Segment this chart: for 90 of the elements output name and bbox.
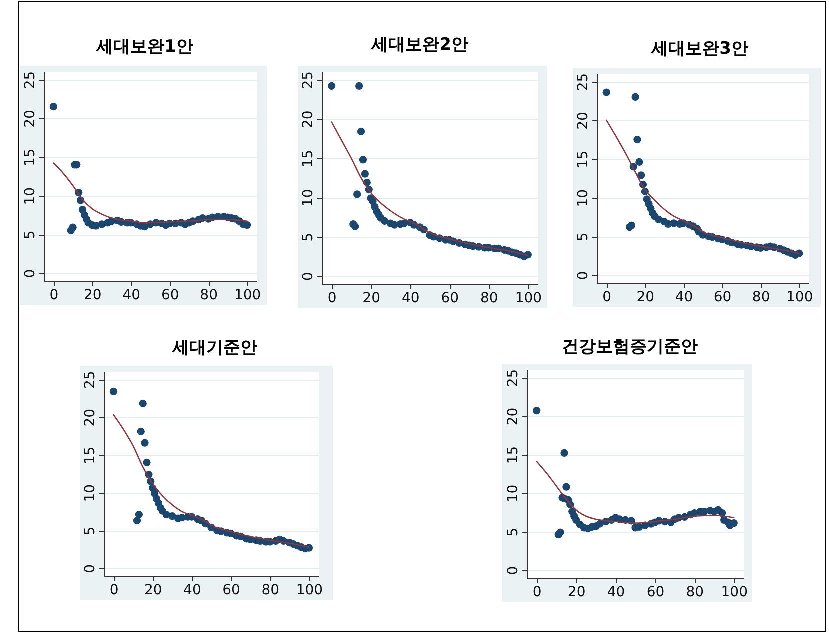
x-tick-label: 60 bbox=[441, 290, 460, 306]
y-tick-label: 15 bbox=[576, 150, 592, 169]
x-tick-label: 40 bbox=[402, 290, 420, 306]
y-tick-label: 10 bbox=[300, 189, 316, 208]
y-tick-label: 15 bbox=[506, 446, 522, 464]
point bbox=[137, 428, 145, 436]
y-tick-label: 5 bbox=[300, 232, 316, 242]
point bbox=[556, 528, 564, 536]
x-tick-label: 60 bbox=[714, 290, 732, 306]
y-tick-label: 25 bbox=[22, 71, 38, 90]
point bbox=[69, 224, 77, 232]
point bbox=[361, 170, 370, 178]
point bbox=[562, 483, 570, 491]
y-tick-label: 10 bbox=[576, 189, 592, 208]
x-tick-label: 0 bbox=[50, 288, 59, 304]
y-tick-label: 15 bbox=[22, 148, 38, 167]
x-tick-label: 0 bbox=[110, 582, 119, 598]
x-tick-label: 0 bbox=[328, 290, 337, 306]
x-tick-label: 60 bbox=[222, 582, 240, 598]
point bbox=[135, 511, 143, 519]
y-tick-label: 5 bbox=[22, 230, 38, 240]
y-tick-label: 0 bbox=[576, 271, 592, 280]
point bbox=[244, 221, 252, 230]
x-tick-label: 40 bbox=[122, 288, 141, 304]
point bbox=[133, 517, 142, 525]
chart-title: 세대보완2안 bbox=[372, 35, 468, 55]
point bbox=[638, 172, 646, 180]
y-tick-label: 20 bbox=[300, 110, 316, 129]
x-tick-label: 0 bbox=[602, 290, 612, 306]
x-tick-label: 100 bbox=[234, 288, 262, 304]
y-tick-label: 25 bbox=[82, 371, 98, 389]
point bbox=[354, 190, 362, 198]
point bbox=[381, 217, 389, 225]
x-tick-label: 20 bbox=[362, 290, 381, 306]
point bbox=[110, 388, 118, 396]
y-tick-label: 0 bbox=[82, 564, 98, 574]
x-tick-label: 40 bbox=[184, 582, 202, 598]
y-tick-label: 20 bbox=[576, 112, 592, 130]
point bbox=[636, 158, 644, 166]
x-tick-label: 60 bbox=[161, 288, 180, 304]
x-tick-label: 80 bbox=[480, 290, 498, 306]
y-tick-label: 5 bbox=[576, 232, 592, 242]
y-tick-label: 20 bbox=[82, 408, 98, 427]
y-tick-label: 15 bbox=[82, 446, 98, 465]
x-tick-label: 40 bbox=[675, 290, 694, 306]
x-tick-label: 60 bbox=[646, 584, 665, 600]
point bbox=[141, 439, 149, 447]
x-tick-label: 20 bbox=[144, 582, 162, 598]
y-tick-label: 0 bbox=[22, 269, 38, 278]
y-tick-label: 5 bbox=[506, 528, 522, 537]
point bbox=[50, 103, 58, 111]
x-tick-label: 100 bbox=[515, 290, 542, 306]
chart-title: 세대기준안 bbox=[172, 338, 258, 358]
y-tick-label: 10 bbox=[506, 484, 522, 503]
point bbox=[359, 156, 368, 164]
point bbox=[357, 128, 366, 136]
y-tick-label: 15 bbox=[300, 150, 316, 168]
point bbox=[356, 82, 364, 90]
y-tick-label: 5 bbox=[82, 526, 98, 536]
point bbox=[139, 400, 147, 408]
chart-title: 세대보완3안 bbox=[652, 39, 748, 59]
point bbox=[730, 520, 738, 528]
x-tick-label: 80 bbox=[200, 288, 218, 304]
point bbox=[143, 458, 151, 466]
y-tick-label: 0 bbox=[300, 272, 316, 282]
chart-title: 건강보험증기준안 bbox=[562, 337, 698, 357]
x-tick-label: 80 bbox=[262, 582, 280, 598]
y-tick-label: 25 bbox=[506, 369, 522, 388]
y-tick-label: 10 bbox=[82, 484, 98, 502]
point bbox=[602, 88, 610, 96]
y-tick-label: 20 bbox=[506, 408, 522, 426]
x-tick-label: 100 bbox=[786, 290, 814, 306]
y-tick-label: 20 bbox=[22, 110, 38, 128]
x-tick-label: 40 bbox=[607, 584, 626, 600]
y-tick-label: 0 bbox=[506, 566, 522, 576]
x-tick-label: 80 bbox=[752, 290, 770, 306]
point bbox=[533, 407, 541, 415]
x-tick-label: 100 bbox=[721, 584, 748, 600]
y-tick-label: 10 bbox=[22, 187, 38, 206]
x-tick-label: 20 bbox=[636, 290, 655, 306]
x-tick-label: 0 bbox=[532, 584, 542, 600]
x-tick-label: 80 bbox=[686, 584, 704, 600]
y-tick-label: 25 bbox=[300, 71, 316, 90]
point bbox=[632, 93, 640, 102]
y-tick-label: 25 bbox=[576, 73, 592, 92]
chart-title: 세대보완1안 bbox=[96, 37, 194, 57]
point bbox=[328, 82, 336, 90]
point bbox=[634, 136, 642, 144]
point bbox=[560, 449, 568, 457]
x-tick-label: 100 bbox=[296, 582, 324, 598]
